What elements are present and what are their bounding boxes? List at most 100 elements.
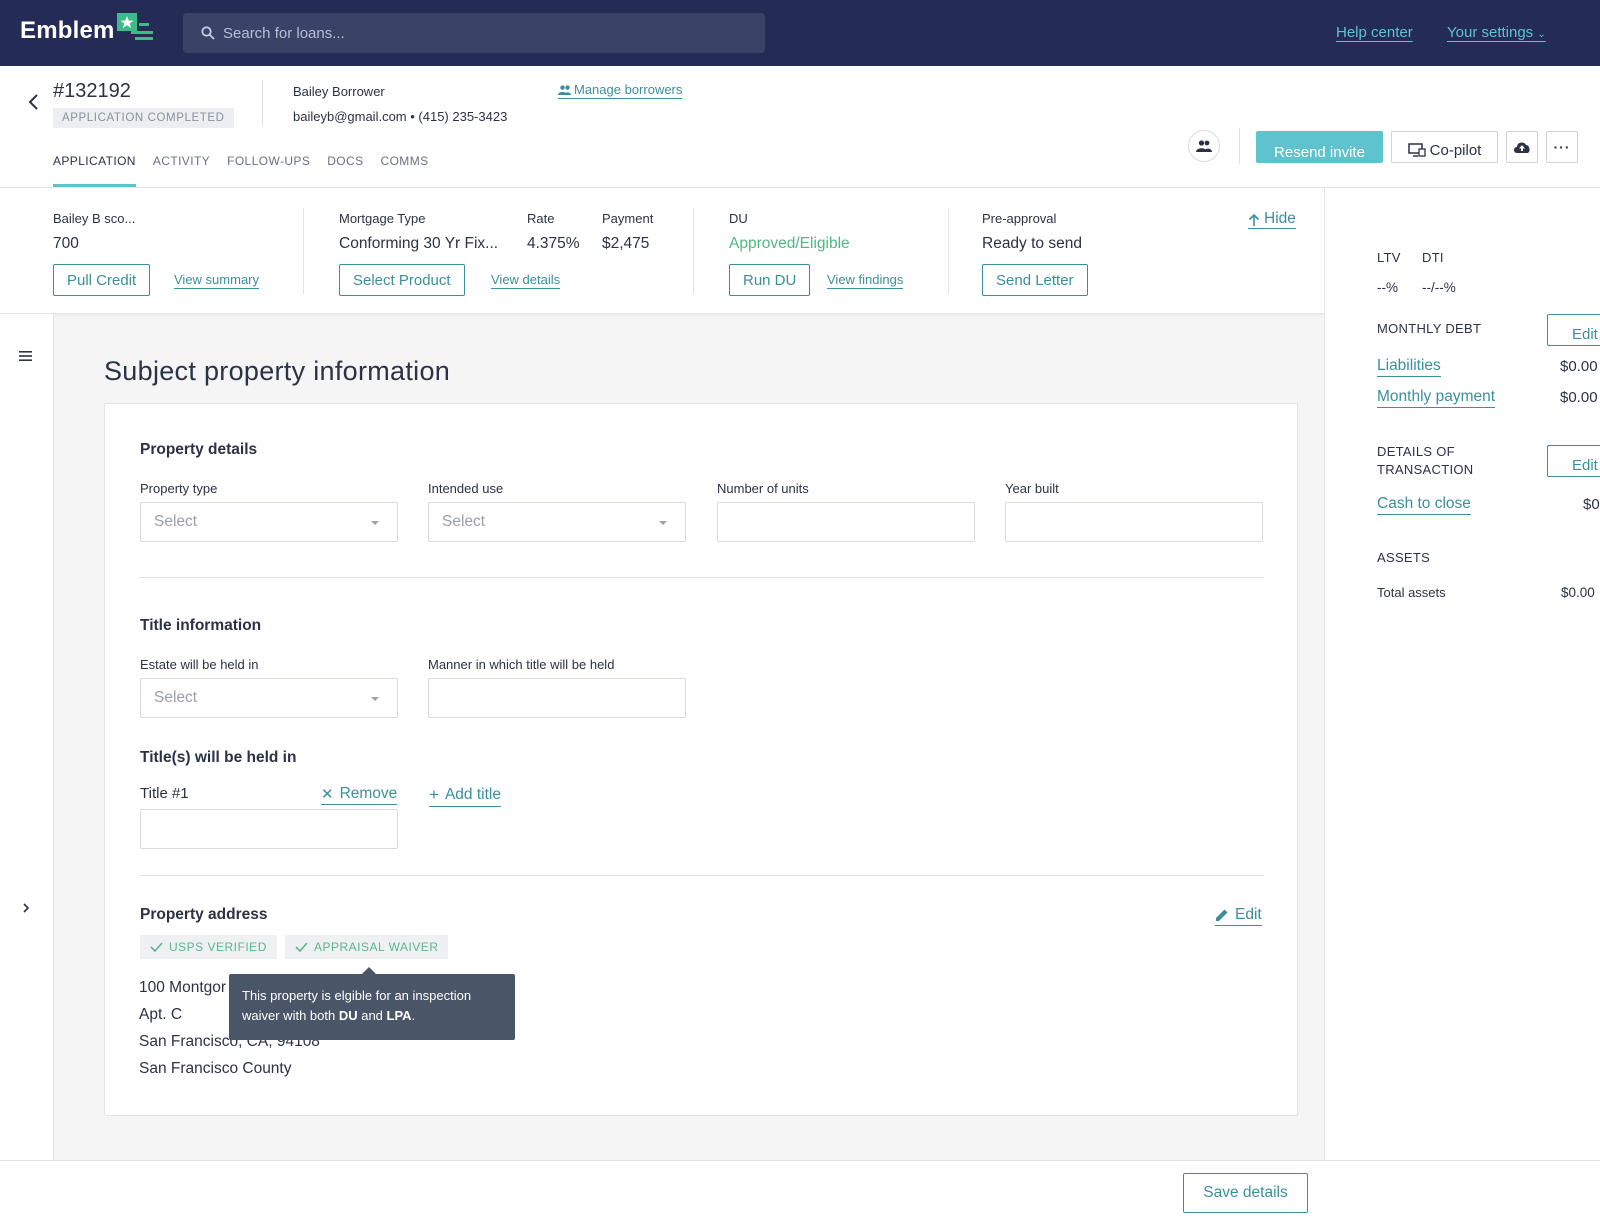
plus-icon: + — [429, 785, 439, 804]
du-status-value: Approved/Eligible — [729, 235, 850, 252]
view-details-link[interactable]: View details — [491, 272, 561, 289]
tooltip-and: and — [357, 1008, 387, 1023]
edit-label: Edit — [1235, 906, 1262, 923]
title-1-label: Title #1 — [140, 785, 189, 802]
save-details-button[interactable]: Save details — [1183, 1173, 1308, 1213]
back-arrow-icon[interactable] — [24, 92, 44, 112]
tab-activity[interactable]: ACTIVITY — [152, 154, 211, 168]
number-of-units-label: Number of units — [717, 481, 809, 496]
payment-label: Payment — [602, 211, 654, 226]
left-rail — [0, 314, 54, 1160]
edit-monthly-debt-button[interactable]: Edit — [1547, 314, 1600, 346]
mortgage-type-value: Conforming 30 Yr Fix... — [339, 235, 499, 252]
pencil-icon — [1216, 909, 1228, 921]
logo[interactable]: Emblem — [20, 13, 153, 45]
tab-docs[interactable]: DOCS — [327, 154, 364, 168]
tooltip-period: . — [411, 1008, 416, 1023]
pull-credit-button[interactable]: Pull Credit — [53, 264, 151, 296]
address-county: San Francisco County — [139, 1060, 292, 1077]
chevron-right-icon[interactable] — [21, 902, 31, 914]
more-horizontal-icon: ··· — [1553, 139, 1571, 155]
hide-label: Hide — [1264, 210, 1296, 227]
liabilities-value: $0.00 — [1560, 358, 1598, 375]
help-center-link[interactable]: Help center — [1336, 24, 1413, 41]
tab-comms[interactable]: COMMS — [380, 154, 429, 168]
loan-id: #132192 — [53, 80, 131, 102]
send-letter-button[interactable]: Send Letter — [982, 264, 1088, 296]
titles-held-title: Title(s) will be held in — [140, 749, 297, 766]
year-built-label: Year built — [1005, 481, 1059, 496]
manage-borrowers-link[interactable]: Manage borrowers — [558, 82, 683, 99]
monthly-payment-link[interactable]: Monthly payment — [1377, 388, 1496, 408]
intended-use-label: Intended use — [428, 481, 504, 496]
dti-label: DTI — [1422, 250, 1444, 265]
title-information-title: Title information — [140, 617, 262, 634]
top-navigation: Emblem Help center Your settings ⌄ — [0, 0, 1600, 66]
usps-verified-label: USPS VERIFIED — [169, 940, 267, 954]
chevron-down-icon: ⌄ — [1537, 29, 1546, 40]
tab-follow-ups[interactable]: FOLLOW-UPS — [227, 154, 311, 168]
property-address-title: Property address — [140, 906, 268, 923]
view-summary-link[interactable]: View summary — [174, 272, 260, 289]
divider — [139, 875, 1264, 876]
intended-use-select[interactable]: Select — [428, 502, 686, 542]
remove-title-button[interactable]: ✕ Remove — [321, 785, 398, 805]
liabilities-link[interactable]: Liabilities — [1377, 357, 1441, 377]
title-manner-input[interactable] — [428, 678, 686, 718]
title-1-input[interactable] — [140, 809, 398, 849]
monthly-debt-label: MONTHLY DEBT — [1377, 321, 1482, 336]
add-title-button[interactable]: + Add title — [429, 785, 501, 807]
select-product-button[interactable]: Select Product — [339, 264, 465, 296]
address-line-2: Apt. C — [139, 1006, 183, 1023]
details-of-transaction-label-1: DETAILS OF — [1377, 444, 1455, 459]
search-input[interactable] — [223, 24, 743, 42]
resend-invite-button[interactable]: Resend invite — [1256, 131, 1383, 163]
loan-header: #132192 APPLICATION COMPLETED Bailey Bor… — [0, 66, 1600, 188]
loan-summary-strip: Bailey B sco... 700 Pull Credit View sum… — [0, 188, 1324, 314]
divider — [1239, 128, 1240, 164]
upload-button[interactable] — [1506, 131, 1538, 163]
cash-to-close-link[interactable]: Cash to close — [1377, 495, 1471, 515]
pre-approval-value: Ready to send — [982, 235, 1082, 252]
borrowers-button[interactable] — [1188, 130, 1220, 162]
logo-mark-icon — [116, 13, 153, 40]
year-built-input[interactable] — [1005, 502, 1263, 542]
page-title: Subject property information — [104, 356, 451, 386]
your-settings-link[interactable]: Your settings ⌄ — [1447, 24, 1546, 41]
edit-transaction-button[interactable]: Edit — [1547, 445, 1600, 477]
total-assets-value: $0.00 — [1561, 585, 1595, 600]
check-icon — [150, 942, 163, 952]
estate-select[interactable]: Select — [140, 678, 398, 718]
tooltip-text: This property is elgible for an inspecti… — [242, 988, 472, 1023]
appraisal-waiver-label: APPRAISAL WAIVER — [314, 940, 439, 954]
view-findings-link[interactable]: View findings — [827, 272, 904, 289]
hide-summary-link[interactable]: Hide — [1248, 210, 1296, 229]
details-of-transaction-label-2: TRANSACTION — [1377, 462, 1474, 477]
pre-approval-label: Pre-approval — [982, 211, 1057, 226]
more-options-button[interactable]: ··· — [1546, 131, 1578, 163]
edit-address-button[interactable]: Edit — [1215, 906, 1262, 926]
run-du-button[interactable]: Run DU — [729, 264, 811, 296]
search-icon — [201, 26, 215, 40]
tab-application[interactable]: APPLICATION — [53, 154, 136, 187]
close-icon: ✕ — [321, 786, 334, 803]
property-details-title: Property details — [140, 441, 258, 458]
assets-label: ASSETS — [1377, 550, 1431, 565]
menu-icon[interactable] — [18, 350, 35, 362]
tooltip-du: DU — [338, 1008, 358, 1023]
number-of-units-input[interactable] — [717, 502, 975, 542]
property-type-select[interactable]: Select — [140, 502, 398, 542]
borrower-name: Bailey Borrower — [293, 84, 385, 99]
divider — [303, 208, 304, 294]
credit-score-value: 700 — [53, 235, 79, 252]
remove-label: Remove — [339, 785, 398, 802]
usps-verified-badge: USPS VERIFIED — [140, 935, 277, 959]
appraisal-waiver-tooltip: This property is elgible for an inspecti… — [229, 967, 515, 1040]
appraisal-waiver-badge[interactable]: APPRAISAL WAIVER — [285, 935, 449, 959]
du-label: DU — [729, 211, 748, 226]
co-pilot-button[interactable]: Co-pilot — [1391, 131, 1498, 163]
rate-value: 4.375% — [527, 235, 580, 252]
status-badge: APPLICATION COMPLETED — [53, 108, 234, 128]
divider — [948, 208, 949, 294]
right-summary-panel: LTV DTI --% --/--% MONTHLY DEBT Edit Lia… — [1324, 188, 1600, 1160]
